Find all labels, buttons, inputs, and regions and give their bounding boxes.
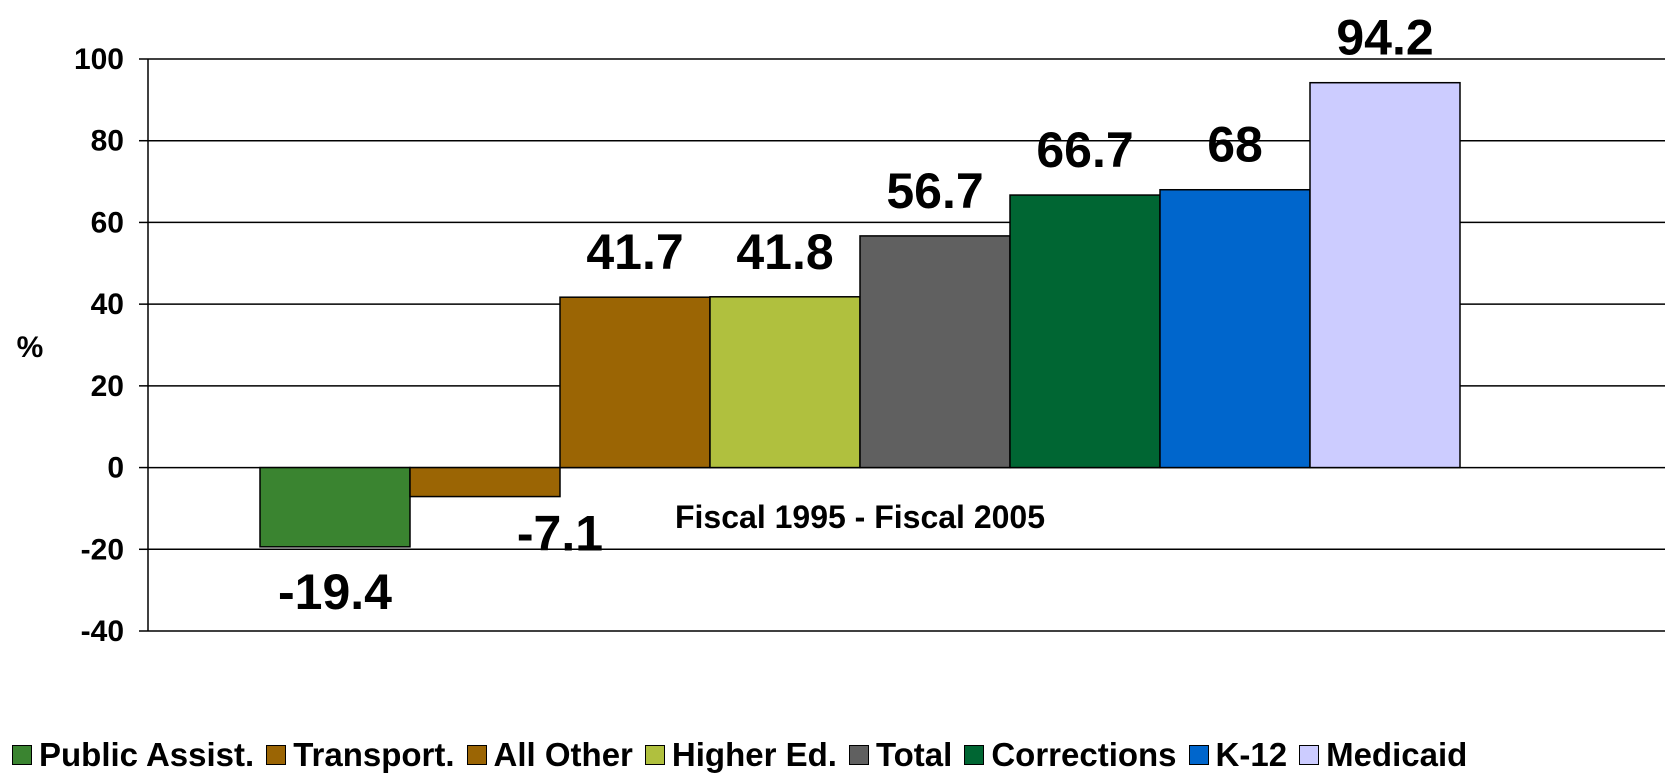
bars [259, 81, 1461, 548]
legend-item-1: Transport. [266, 736, 455, 774]
bar-5 [1009, 194, 1161, 469]
chart-annotation: Fiscal 1995 - Fiscal 2005 [675, 499, 1045, 535]
bar-1 [409, 466, 561, 498]
legend-label-5: Corrections [991, 736, 1177, 773]
legend-label-7: Medicaid [1326, 736, 1468, 773]
bar-4 [859, 235, 1011, 469]
y-tick-label-7: -40 [81, 615, 124, 648]
data-labels: -19.4 -7.1 41.7 41.8 56.7 66.7 68 94.2 [278, 10, 1434, 620]
y-axis-label: % [17, 331, 44, 364]
legend-swatch-7 [1299, 745, 1320, 765]
y-tick-label-6: -20 [81, 533, 124, 566]
y-tick-label-2: 60 [91, 206, 124, 239]
legend-item-7: Medicaid [1299, 736, 1467, 774]
legend-item-4: Total [848, 736, 953, 774]
y-tick-label-1: 80 [91, 125, 124, 158]
y-tick-label-5: 0 [107, 452, 124, 485]
y-tick-labels: 100 80 60 40 20 0 -20 -40 [74, 43, 124, 648]
legend-label-3: Higher Ed. [671, 736, 837, 773]
legend-item-3: Higher Ed. [644, 736, 837, 774]
data-label-2: 41.7 [586, 224, 683, 280]
legend-label-4: Total [875, 736, 953, 773]
data-label-5: 66.7 [1036, 122, 1133, 178]
legend-swatch-3 [644, 745, 665, 765]
y-tick-label-3: 40 [91, 288, 124, 321]
bar-6 [1159, 188, 1311, 469]
data-label-0: -19.4 [278, 564, 392, 620]
legend-label-1: Transport. [293, 736, 455, 773]
legend-item-6: K-12 [1188, 736, 1288, 774]
legend-swatch-4 [848, 745, 869, 765]
legend-label-6: K-12 [1215, 736, 1288, 773]
legend-swatch-2 [466, 745, 487, 765]
data-label-6: 68 [1207, 117, 1263, 173]
y-tick-label-0: 100 [74, 43, 124, 76]
data-label-4: 56.7 [886, 163, 983, 219]
legend-item-0: Public Assist. [12, 736, 254, 774]
bar-7 [1309, 81, 1461, 469]
bar-2 [559, 296, 711, 469]
bar-chart: 100 80 60 40 20 0 -20 -40 -19.4 -7.1 41.7 41.8 56.7… [17, 10, 1665, 648]
legend-swatch-6 [1188, 745, 1209, 765]
legend-item-2: All Other [466, 736, 633, 774]
legend-swatch-0 [12, 745, 32, 765]
data-label-1: -7.1 [517, 506, 603, 562]
data-label-7: 94.2 [1336, 10, 1433, 66]
legend-swatch-1 [266, 745, 287, 765]
y-tick-label-4: 20 [91, 370, 124, 403]
legend-label-2: All Other [493, 736, 633, 773]
bar-0 [259, 466, 411, 548]
data-label-3: 41.8 [736, 224, 833, 280]
legend-swatch-5 [964, 745, 985, 765]
legend: Public Assist. Transport. All Other Higher … [0, 732, 1665, 778]
legend-item-5: Corrections [964, 736, 1177, 774]
bar-3 [709, 296, 861, 469]
legend-label-0: Public Assist. [39, 736, 255, 773]
